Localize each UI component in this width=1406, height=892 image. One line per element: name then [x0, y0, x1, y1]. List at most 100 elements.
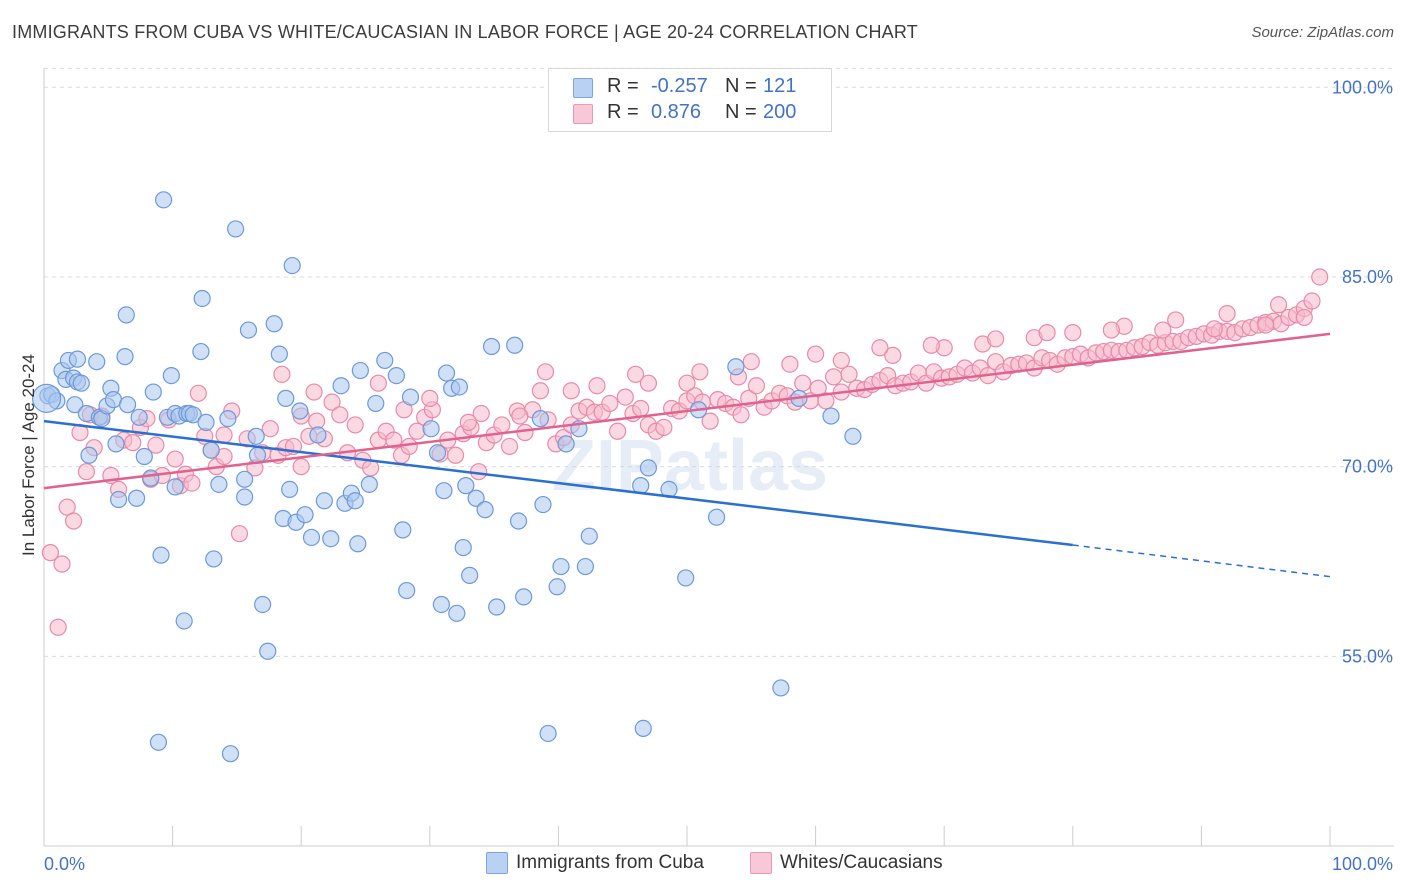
white-point [608, 422, 627, 440]
n-value: 121 [763, 75, 797, 97]
white-point [825, 368, 843, 386]
white-point [922, 336, 940, 354]
white-point [616, 388, 634, 406]
white-point [64, 512, 83, 530]
white-point [331, 406, 349, 424]
white-point [1154, 321, 1172, 339]
cuba-point [239, 321, 258, 339]
watermark: ZIPatlas [552, 426, 828, 506]
cuba-point [398, 581, 416, 600]
cuba-point [117, 306, 135, 324]
n-label: N = [725, 75, 757, 97]
white-point [1218, 305, 1236, 323]
cuba-point [534, 495, 552, 514]
correlation-legend: R = -0.257 N = 121 R = 0.876 N = 200 [548, 68, 832, 132]
cuba-point [247, 427, 265, 445]
white-point [655, 418, 673, 437]
white-point [588, 377, 606, 395]
cuba-point [435, 482, 453, 500]
cuba-point [351, 361, 369, 380]
cuba-point [127, 489, 146, 507]
white-point [840, 365, 858, 383]
cuba-point [772, 679, 790, 697]
axis-labels: 55.0% 70.0% 85.0% 100.0% 0.0% 100.0% In Labor … [19, 77, 1393, 874]
white-point [832, 351, 850, 370]
white-point [794, 374, 812, 392]
cuba-point [68, 350, 87, 368]
white-point [742, 353, 760, 371]
cuba-point [236, 488, 254, 506]
white-point [400, 437, 418, 456]
white-point [536, 363, 555, 381]
cuba-point [315, 492, 333, 510]
white-point [531, 382, 549, 400]
cuba-point [548, 578, 566, 596]
white-point [261, 420, 279, 438]
cuba-point [254, 595, 272, 614]
white-point [511, 407, 529, 425]
cuba-point [401, 388, 420, 406]
r-value: -0.257 [651, 75, 708, 97]
cuba-point [210, 475, 228, 493]
cuba-point [107, 435, 125, 453]
cuba-point [576, 557, 595, 576]
cuba-point [557, 435, 575, 453]
cuba-point [144, 383, 162, 401]
white-point [601, 394, 619, 413]
white-point [1064, 324, 1082, 342]
cuba-point [349, 535, 367, 553]
white-point [701, 412, 719, 430]
white-point [124, 434, 142, 452]
white-point [691, 363, 709, 381]
cuba-point [822, 407, 840, 425]
white-point [49, 618, 67, 636]
cuba-point [707, 508, 726, 526]
legend-label: Immigrants from Cuba [516, 852, 704, 873]
cuba-point [152, 546, 170, 564]
white-point [305, 383, 323, 401]
white-point [459, 413, 477, 431]
cuba-point [437, 364, 456, 382]
cuba-point [184, 406, 202, 424]
cuba-point [531, 409, 549, 428]
cuba-point [394, 521, 412, 539]
cuba-point [175, 612, 193, 630]
white-point [781, 355, 799, 373]
cuba-point [221, 745, 240, 763]
cuba-point [450, 378, 468, 396]
cuba-point [309, 426, 327, 444]
white-trend-line [43, 332, 1331, 490]
white-swatch [750, 852, 772, 874]
cuba-point [387, 367, 405, 385]
white-point [493, 416, 511, 434]
cuba-point [202, 441, 220, 459]
r-label: R = [607, 101, 639, 123]
white-point [41, 544, 60, 562]
white-point [166, 450, 184, 468]
cuba-point [428, 444, 447, 462]
cuba-point [432, 595, 450, 614]
cuba-point [31, 383, 62, 413]
white-point [58, 498, 76, 516]
cuba-point [332, 377, 350, 395]
white-point [884, 346, 902, 364]
white-point [77, 463, 96, 481]
cuba-point [482, 337, 501, 356]
cuba-point [130, 408, 148, 426]
cuba-trend-line [43, 419, 1073, 547]
cuba-swatch [486, 852, 508, 874]
white-point [230, 525, 249, 543]
white-point [323, 393, 341, 411]
white-point [273, 365, 291, 383]
white-point [500, 437, 519, 456]
cuba-point [192, 342, 210, 361]
cuba-point [283, 256, 301, 275]
cuba-point [236, 470, 254, 488]
cuba-point [302, 528, 321, 547]
chart-source: Source: ZipAtlas.com [1251, 24, 1394, 41]
n-label: N = [725, 101, 757, 123]
white-point [678, 374, 696, 392]
white-point [626, 365, 645, 383]
white-point [516, 423, 534, 442]
white-point [446, 446, 465, 464]
